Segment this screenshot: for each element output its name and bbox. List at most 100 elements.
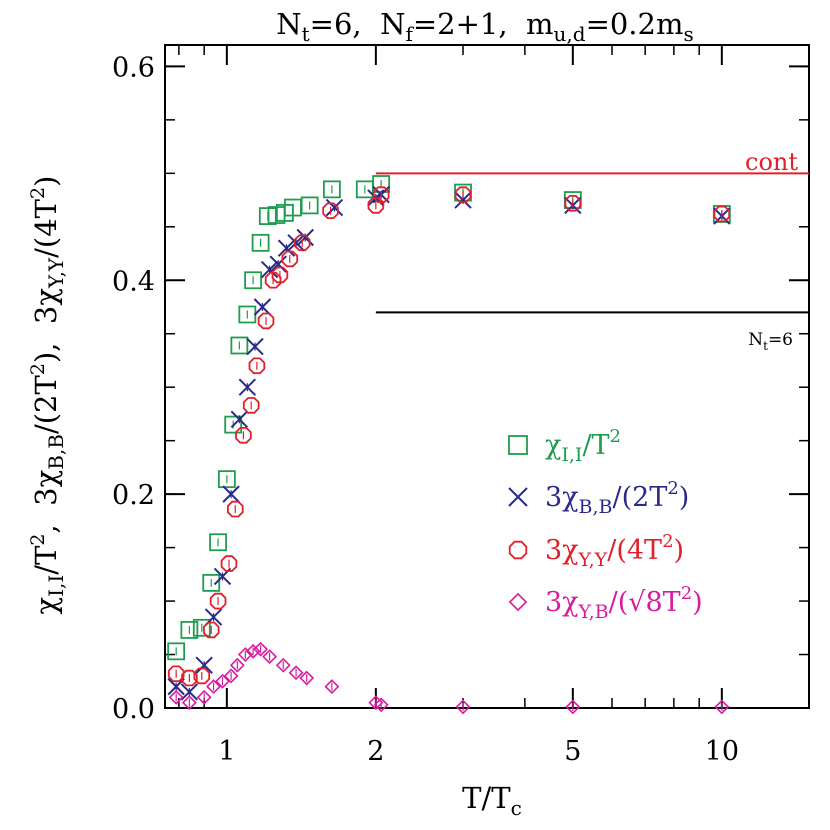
title-nf: N bbox=[380, 7, 405, 41]
legend-tail: ) bbox=[692, 587, 703, 618]
data-point-diamond bbox=[262, 649, 278, 665]
ylabel-bb-close: ), 3χ bbox=[29, 288, 63, 363]
title-m: m bbox=[526, 7, 554, 41]
title-nt-value: =6, bbox=[310, 7, 380, 41]
data-point-octagon bbox=[248, 357, 266, 375]
data-point-octagon bbox=[257, 312, 275, 330]
ylabel-chi-ii: χ bbox=[29, 597, 63, 615]
legend-sup: 2 bbox=[662, 531, 673, 552]
data-point-octagon bbox=[193, 667, 211, 685]
ref-nt-sub: t bbox=[763, 339, 768, 353]
xlabel-main: T/T bbox=[462, 781, 511, 815]
legend-rest: /(4T bbox=[607, 535, 662, 566]
x-tick-label: 10 bbox=[705, 736, 739, 767]
ylabel-yy-sub: Y,Y bbox=[44, 257, 68, 289]
data-point-octagon bbox=[181, 669, 198, 687]
data-point-square bbox=[224, 415, 243, 434]
data-point-octagon bbox=[209, 592, 227, 610]
data-point-octagon bbox=[242, 397, 260, 414]
data-point-diamond bbox=[215, 673, 230, 689]
data-point-square bbox=[167, 642, 186, 661]
data-point-octagon bbox=[235, 426, 252, 444]
data-point-octagon bbox=[226, 500, 244, 518]
data-point-square bbox=[217, 470, 236, 489]
ylabel-sep1: , 3χ bbox=[29, 470, 63, 534]
legend-rest: /(√8T bbox=[609, 587, 681, 618]
x-tick-label: 2 bbox=[367, 736, 384, 767]
x-axis-label: T/Tc bbox=[462, 781, 522, 820]
data-point-square bbox=[192, 618, 211, 637]
ylabel-ii-rest: /T bbox=[29, 545, 63, 575]
data-point-square bbox=[202, 573, 221, 592]
legend-sup: 2 bbox=[681, 583, 692, 604]
ref-nt-value: =6 bbox=[768, 330, 793, 350]
data-point-diamond bbox=[508, 592, 528, 612]
data-point-diamond bbox=[196, 689, 212, 705]
ref-label-cont: cont bbox=[745, 148, 798, 176]
data-point-octagon bbox=[293, 234, 311, 252]
data-point-square bbox=[244, 271, 263, 290]
title-m-value: =0.2m bbox=[586, 7, 684, 41]
legend: χI,I/T23χB,B/(2T2)3χY,Y/(4T2)3χY,B/(√8T2… bbox=[508, 426, 703, 623]
y-tick-label: 0.4 bbox=[112, 266, 155, 297]
ylabel-bb-sub: B,B bbox=[44, 434, 68, 470]
ylabel-ii-sub: I,I bbox=[44, 575, 68, 597]
data-point-square bbox=[209, 533, 227, 552]
data-point-octagon bbox=[281, 250, 299, 268]
title-nf-value: =2+1, bbox=[413, 7, 526, 41]
data-point-square bbox=[180, 621, 199, 639]
title-nt-sub: t bbox=[302, 22, 310, 46]
data-point-octagon bbox=[322, 202, 339, 220]
legend-sup: 2 bbox=[667, 478, 678, 499]
series-diamond bbox=[168, 641, 730, 715]
data-point-diamond bbox=[253, 641, 269, 657]
legend-sub: B,B bbox=[579, 496, 613, 518]
data-point-diamond bbox=[237, 647, 253, 662]
data-point-octagon bbox=[271, 266, 289, 284]
legend-entry-text: 3χY,B/(√8T2) bbox=[545, 583, 703, 623]
legend-chi: χ bbox=[545, 430, 561, 461]
data-point-octagon bbox=[367, 197, 385, 214]
data-point-diamond bbox=[223, 668, 239, 684]
data-point-octagon bbox=[264, 271, 282, 289]
data-point-diamond bbox=[229, 657, 245, 673]
legend-sup: 2 bbox=[610, 426, 621, 447]
data-point-diamond bbox=[181, 695, 197, 711]
title-ms-sub: s bbox=[683, 22, 693, 46]
data-point-square bbox=[230, 336, 249, 355]
xlabel-sub: c bbox=[511, 796, 522, 820]
legend-sub: Y,B bbox=[578, 601, 609, 623]
ylabel-bb-rest: /(2T bbox=[29, 374, 63, 434]
legend-tail: ) bbox=[679, 482, 690, 513]
legend-chi: 3χ bbox=[545, 587, 579, 618]
legend-rest: /(2T bbox=[613, 482, 668, 513]
data-point-diamond bbox=[245, 643, 261, 659]
ylabel-yy-sup: 2 bbox=[27, 187, 49, 199]
data-point-octagon bbox=[454, 186, 472, 204]
ylabel-yy-rest: /(4T bbox=[29, 198, 63, 258]
y-tick-label: 0.6 bbox=[112, 52, 155, 83]
y-axis-label: χI,I/T2, 3χB,B/(2T2), 3χY,Y/(4T2) bbox=[27, 176, 68, 615]
data-point-square bbox=[322, 180, 341, 199]
ylabel-bb-sup: 2 bbox=[27, 363, 49, 375]
data-point-diamond bbox=[565, 699, 581, 715]
data-point-cross bbox=[508, 487, 528, 507]
chart-title: Nt=6, Nf=2+1, mu,d=0.2ms bbox=[276, 7, 694, 46]
data-point-octagon bbox=[202, 621, 220, 639]
title-nt: N bbox=[276, 7, 301, 41]
series-cross bbox=[167, 186, 731, 701]
data-point-square bbox=[251, 233, 270, 252]
legend-entry-text: χI,I/T2 bbox=[545, 426, 621, 466]
data-point-octagon bbox=[713, 205, 731, 223]
x-tick-label: 1 bbox=[218, 736, 235, 767]
data-point-diamond bbox=[299, 670, 315, 686]
ref-nt-main: N bbox=[748, 330, 763, 350]
legend-entry-text: 3χY,Y/(4T2) bbox=[545, 531, 684, 571]
legend-rest: /T bbox=[582, 430, 609, 461]
ylabel-ii-sup: 2 bbox=[27, 533, 49, 545]
x-tick-label: 5 bbox=[564, 736, 581, 767]
data-point-diamond bbox=[455, 699, 471, 715]
series-octagon bbox=[167, 186, 731, 687]
data-point-octagon bbox=[167, 665, 185, 683]
